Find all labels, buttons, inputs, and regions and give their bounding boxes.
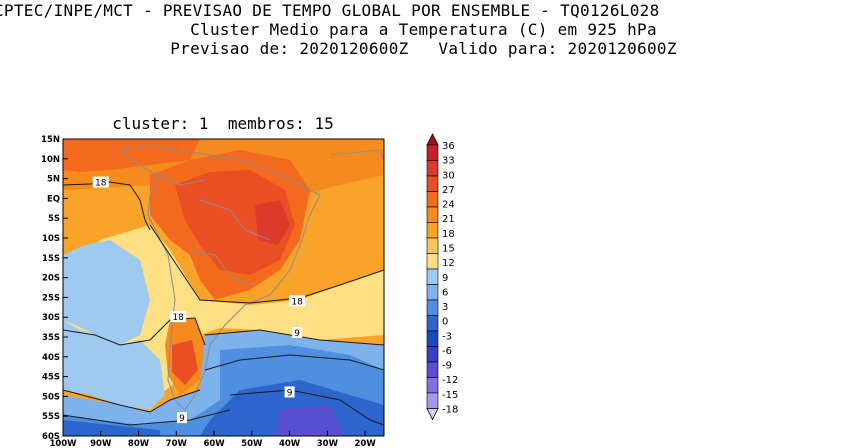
contour-label-bg [170,311,187,323]
colorbar-segment [426,392,439,409]
lat-tick-label: 60S [42,432,60,442]
title-line-2: Cluster Medio para a Temperatura (C) em … [190,20,657,39]
lat-tick-label: 35S [42,333,60,343]
contour-label-bg [289,295,306,307]
colorbar-label: 12 [442,258,455,269]
contour-label-bg [92,176,109,188]
contour-label: 18 [95,179,107,189]
lon-tick-label: 60W [203,439,225,448]
contour-labels: 18 18 18 9 9 9 [92,176,306,424]
lat-tick-label: 25S [42,293,60,303]
contour-label: 18 [172,313,184,323]
temperature-field [63,139,384,436]
colorbar-label: 3 [442,302,448,313]
title-line-3: Previsao de: 2020120600Z Valido para: 20… [170,39,677,58]
colorbar-segment [426,144,439,161]
colorbar-segment [426,330,439,347]
lat-tick-label: EQ [47,194,60,204]
colorbar-segment [426,206,439,223]
colorbar-label: -9 [442,361,452,372]
lon-tick-label: 80W [128,439,150,448]
contours [63,181,384,426]
colorbar-label: 21 [442,214,455,225]
colorbar-label: -18 [442,405,458,416]
contour-label: 9 [287,388,293,398]
map-subtitle: cluster: 1 membros: 15 [112,114,334,133]
colorbar-label: 33 [442,156,455,167]
colorbar-label: 6 [442,287,448,298]
lon-tick-label: 30W [317,439,339,448]
colorbar-segment [426,377,439,394]
colorbar-segment [426,315,439,332]
colorbar-segment [426,284,439,301]
colorbar-label: 27 [442,185,455,196]
lat-tick-label: 15S [42,254,60,264]
colorbar-segment [426,361,439,378]
colorbar-label: 0 [442,317,448,328]
colorbar-label: 30 [442,170,455,181]
lat-tick-label: 55S [42,412,60,422]
contour-label: 9 [179,414,185,424]
contour-label: 9 [294,329,300,339]
colorbar-label: -12 [442,375,458,386]
lat-tick-label: 15N [41,135,60,145]
contour-label-bg [176,412,187,424]
colorbar-segment [426,237,439,254]
colorbar-segment [426,160,439,177]
lat-tick-label: 45S [42,373,60,383]
lon-axis: 100W 90W 80W 70W 60W 50W 40W 30W 20W [49,431,376,448]
lat-tick-label: 10N [41,155,60,165]
contour-label: 18 [291,297,303,307]
contour-label-bg [284,386,295,398]
colorbar-label: -15 [442,390,458,401]
title-line-1: CPTEC/INPE/MCT - PREVISAO DE TEMPO GLOBA… [0,1,660,20]
lat-tick-label: 10S [42,234,60,244]
lon-tick-label: 100W [49,439,77,448]
colorbar-label: 36 [442,141,455,152]
colorbar-segment [426,191,439,208]
colorbar-label: -6 [442,346,452,357]
lat-axis: 15N 10N 5N EQ 5S 10S 15S 20S 25S 30S 35S 40S 45S 50S 5… [41,135,68,442]
colorbar-segment [426,175,439,192]
lon-tick-label: 90W [90,439,112,448]
colorbar-bottom-arrow [426,408,439,421]
contour-label-bg [292,327,303,339]
lon-tick-label: 20W [355,439,377,448]
lon-tick-label: 70W [166,439,188,448]
colorbar-segment [426,346,439,363]
colorbar-label: 24 [442,200,455,211]
colorbar-label: -3 [442,331,452,342]
lat-tick-label: 5N [47,175,60,185]
colorbar-top-arrow [426,133,439,146]
lon-tick-label: 50W [241,439,263,448]
lat-tick-label: 20S [42,274,60,284]
colorbar-segment [426,268,439,285]
colorbar-label: 15 [442,243,455,254]
colorbar-segment [426,222,439,239]
lat-tick-label: 50S [42,392,60,402]
colorbar-segment [426,253,439,270]
colorbar-label: 9 [442,273,448,284]
lat-tick-label: 40S [42,353,60,363]
lat-tick-label: 5S [48,214,60,224]
lon-tick-label: 40W [279,439,301,448]
lat-tick-label: 30S [42,313,60,323]
colorbar-label: 18 [442,229,455,240]
map-frame [62,138,385,437]
colorbar-segment [426,299,439,316]
